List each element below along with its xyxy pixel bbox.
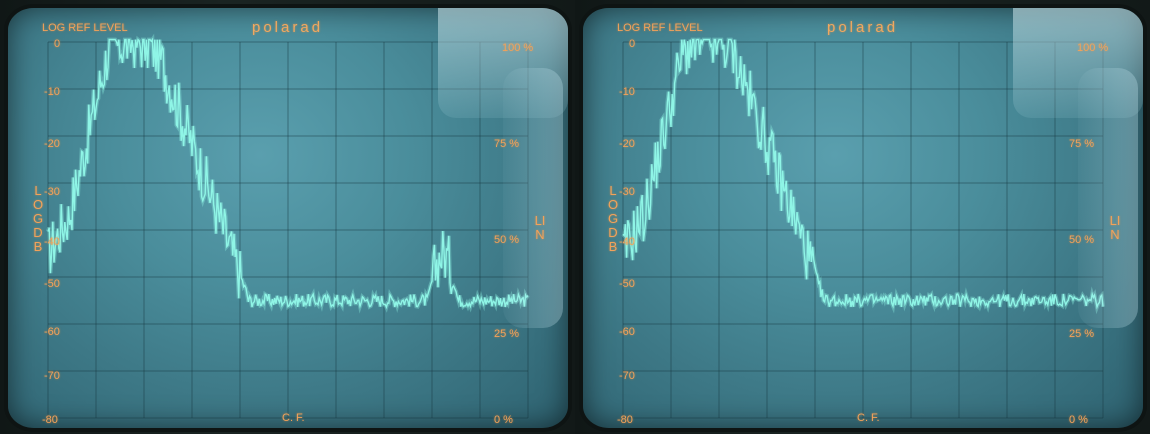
spectrum-photo-left: LOG REF LEVEL polarad 0 -10 -20 -30 -40 … — [0, 0, 575, 434]
lin-tick: 25 % — [1069, 328, 1095, 340]
lin-tick: 100 % — [1077, 42, 1109, 54]
lin-tick: 25 % — [494, 328, 520, 340]
lin-tick: 50 % — [494, 234, 520, 246]
log-tick: -80 — [617, 414, 633, 426]
trace-glow — [621, 37, 1105, 315]
log-tick: -60 — [619, 326, 635, 338]
log-tick: -70 — [619, 370, 635, 382]
lin-tick: 50 % — [1069, 234, 1095, 246]
log-tick: -10 — [44, 86, 60, 98]
log-tick: -20 — [44, 138, 60, 150]
log-tick: -30 — [44, 186, 60, 198]
lin-tick: 0 % — [494, 414, 513, 426]
log-tick: -80 — [42, 414, 58, 426]
brand-label: polarad — [252, 19, 324, 36]
center-frequency-label: C. F. — [857, 412, 880, 424]
log-db-vertical-label: LOG DB — [607, 183, 619, 254]
trace-line — [622, 38, 1104, 310]
log-tick: -10 — [619, 86, 635, 98]
spectrum-trace-right — [621, 37, 1105, 315]
log-db-vertical-label: LOG DB — [32, 183, 44, 254]
log-tick: -40 — [44, 236, 60, 248]
trace-glow — [46, 33, 530, 314]
lin-tick: 100 % — [502, 42, 534, 54]
log-tick: -50 — [619, 278, 635, 290]
crt-screen-left: LOG REF LEVEL polarad 0 -10 -20 -30 -40 … — [8, 8, 568, 428]
center-frequency-label: C. F. — [282, 412, 305, 424]
ref-level-label: LOG REF LEVEL — [42, 22, 128, 34]
log-tick: 0 — [629, 38, 636, 50]
trace-line — [47, 37, 529, 310]
lin-vertical-label: LIN — [1109, 213, 1121, 242]
log-tick: -50 — [44, 278, 60, 290]
log-tick: -70 — [44, 370, 60, 382]
log-tick: 0 — [54, 38, 61, 50]
lin-vertical-label: LIN — [534, 213, 546, 242]
log-tick: -30 — [619, 186, 635, 198]
lin-tick: 0 % — [1069, 414, 1088, 426]
brand-label: polarad — [827, 19, 899, 36]
log-tick: -40 — [619, 236, 635, 248]
spectrum-trace-left — [46, 33, 530, 314]
log-tick: -60 — [44, 326, 60, 338]
log-tick: -20 — [619, 138, 635, 150]
spectrum-photo-right: LOG REF LEVEL polarad 0 -10 -20 -30 -40 … — [575, 0, 1150, 434]
lin-tick: 75 % — [494, 138, 520, 150]
ref-level-label: LOG REF LEVEL — [617, 22, 703, 34]
crt-screen-right: LOG REF LEVEL polarad 0 -10 -20 -30 -40 … — [583, 8, 1143, 428]
lin-tick: 75 % — [1069, 138, 1095, 150]
